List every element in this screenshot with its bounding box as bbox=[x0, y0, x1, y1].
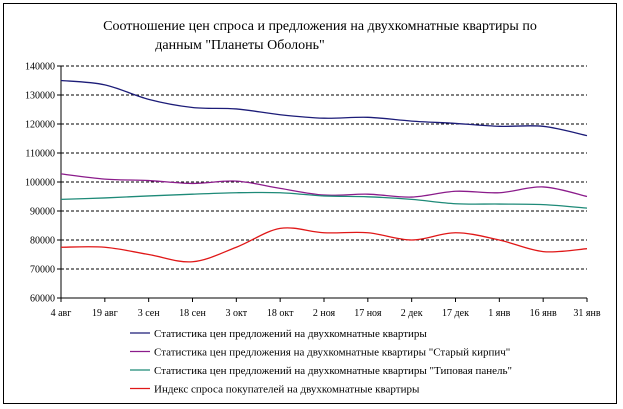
plot-area: 60000 70000 80000 90000 100000 110000 120000 13… bbox=[25, 62, 601, 320]
legend: Статистика цен предложений на двухкомнат… bbox=[130, 328, 512, 396]
x-tick-label-0: 4 авг bbox=[51, 308, 72, 319]
series-line-1 bbox=[60, 173, 588, 198]
x-tick-label-6: 2 ноя bbox=[313, 308, 336, 319]
x-tick-label-12: 31 янв bbox=[573, 308, 600, 319]
y-tick-label-4: 100000 bbox=[25, 178, 55, 189]
chart-canvas: Соотношение цен спроса и предложения на … bbox=[25, 19, 601, 396]
chart-title-line-1: Соотношение цен спроса и предложения на … bbox=[103, 19, 537, 34]
series-line-2 bbox=[60, 191, 588, 209]
y-tick-label-0: 60000 bbox=[30, 294, 55, 305]
y-tick-label-5: 110000 bbox=[25, 149, 55, 160]
y-tick-label-3: 90000 bbox=[30, 207, 55, 218]
chart-title-line-2: данным "Планеты Оболонь" bbox=[155, 38, 324, 53]
y-tick-label-1: 70000 bbox=[30, 265, 55, 276]
series-line-3 bbox=[60, 227, 588, 263]
legend-label-3: Индекс спроса покупателей на двухкомнатн… bbox=[154, 384, 420, 396]
legend-label-2: Статистика цен предложений на двухкомнат… bbox=[154, 365, 512, 377]
x-tick-label-9: 17 дек bbox=[442, 308, 469, 319]
x-tick-label-7: 17 ноя bbox=[354, 308, 382, 319]
chart-frame: Соотношение цен спроса и предложения на … bbox=[3, 3, 617, 404]
x-tick-label-1: 19 авг bbox=[92, 308, 118, 319]
y-tick-label-8: 140000 bbox=[25, 62, 55, 73]
x-tick-label-8: 2 дек bbox=[401, 308, 423, 319]
series-line-0 bbox=[60, 79, 588, 137]
x-tick-label-11: 16 янв bbox=[530, 308, 557, 319]
y-tick-label-7: 130000 bbox=[25, 91, 55, 102]
x-tick-label-5: 18 окт bbox=[267, 308, 294, 319]
y-tick-label-6: 120000 bbox=[25, 120, 55, 131]
y-tick-label-2: 80000 bbox=[30, 236, 55, 247]
legend-label-1: Статистика цен предложения на двухкомнат… bbox=[154, 347, 510, 359]
x-tick-label-4: 3 окт bbox=[226, 308, 248, 319]
x-tick-label-2: 3 сен bbox=[138, 308, 160, 319]
x-tick-label-3: 18 сен bbox=[179, 308, 206, 319]
legend-label-0: Статистика цен предложений на двухкомнат… bbox=[154, 328, 427, 340]
x-tick-label-10: 1 янв bbox=[488, 308, 510, 319]
